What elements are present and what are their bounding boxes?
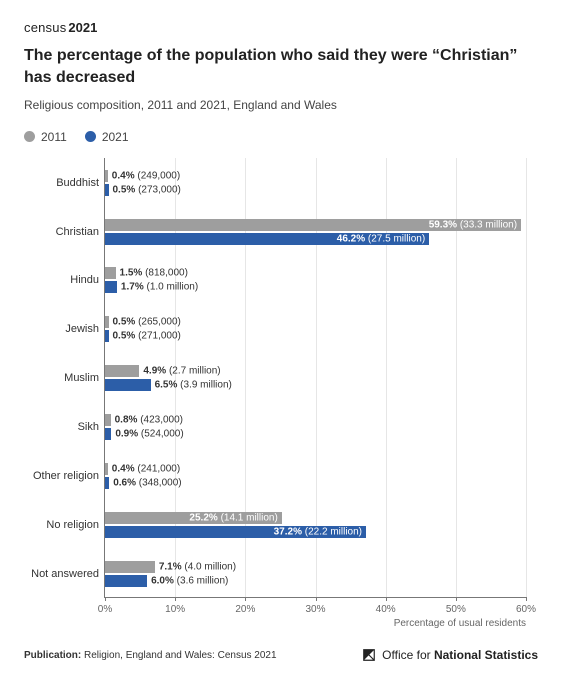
bar-value-label: 0.6% (348,000) <box>113 477 181 488</box>
bar <box>105 281 117 293</box>
bar-value-label: 59.3% (33.3 million) <box>429 219 517 230</box>
legend-dot-2021 <box>85 131 96 142</box>
bar <box>105 330 109 342</box>
bar <box>105 428 111 440</box>
bar <box>105 477 109 489</box>
x-tick: 60% <box>516 604 536 615</box>
bar <box>105 379 151 391</box>
x-tick: 40% <box>376 604 396 615</box>
bar-value-label: 0.5% (265,000) <box>113 317 181 328</box>
bar: 37.2% (22.2 million) <box>105 526 366 538</box>
bar-value-label: 37.2% (22.2 million) <box>274 526 362 537</box>
bar <box>105 414 111 426</box>
category-label: Buddhist <box>27 177 105 189</box>
category-group: Other religion0.4% (241,000)0.6% (348,00… <box>105 452 526 501</box>
bar <box>105 365 139 377</box>
bar-value-label: 46.2% (27.5 million) <box>337 233 425 244</box>
category-label: Muslim <box>27 372 105 384</box>
x-tick: 30% <box>305 604 325 615</box>
bar-value-label: 1.7% (1.0 million) <box>121 282 198 293</box>
bar-value-label: 0.4% (249,000) <box>112 170 180 181</box>
category-label: Not answered <box>27 568 105 580</box>
category-label: Hindu <box>27 274 105 286</box>
legend-2021: 2021 <box>85 130 129 144</box>
bar-value-label: 6.5% (3.9 million) <box>155 380 232 391</box>
ons-icon <box>362 648 376 662</box>
bar: 59.3% (33.3 million) <box>105 219 521 231</box>
category-group: Sikh0.8% (423,000)0.9% (524,000) <box>105 403 526 452</box>
bar <box>105 561 155 573</box>
bar-chart: 0% 10% 20% 30% 40% 50% 60% Percentage of usual … <box>24 158 538 638</box>
logo-text-year: 2021 <box>68 20 97 35</box>
legend-dot-2011 <box>24 131 35 142</box>
category-group: No religion25.2% (14.1 million)37.2% (22… <box>105 500 526 549</box>
bar-value-label: 6.0% (3.6 million) <box>151 575 228 586</box>
logo-text-census: census <box>24 20 66 35</box>
category-label: Jewish <box>27 323 105 335</box>
category-group: Hindu1.5% (818,000)1.7% (1.0 million) <box>105 256 526 305</box>
bar-value-label: 25.2% (14.1 million) <box>189 512 277 523</box>
bar-value-label: 0.8% (423,000) <box>115 415 183 426</box>
bar <box>105 184 109 196</box>
category-group: Jewish0.5% (265,000)0.5% (271,000) <box>105 305 526 354</box>
legend: 2011 2021 <box>24 130 538 144</box>
bar: 46.2% (27.5 million) <box>105 233 429 245</box>
category-label: Sikh <box>27 421 105 433</box>
x-axis-label: Percentage of usual residents <box>394 618 526 629</box>
bar <box>105 267 116 279</box>
x-tick: 10% <box>165 604 185 615</box>
bar-value-label: 1.5% (818,000) <box>120 268 188 279</box>
bar: 25.2% (14.1 million) <box>105 512 282 524</box>
bar <box>105 463 108 475</box>
bar-value-label: 0.5% (273,000) <box>113 184 181 195</box>
category-group: Christian59.3% (33.3 million)46.2% (27.5… <box>105 207 526 256</box>
legend-2011: 2011 <box>24 130 67 144</box>
category-group: Buddhist0.4% (249,000)0.5% (273,000) <box>105 158 526 207</box>
chart-subtitle: Religious composition, 2011 and 2021, En… <box>24 98 538 112</box>
category-label: Christian <box>27 226 105 238</box>
category-group: Not answered7.1% (4.0 million)6.0% (3.6 … <box>105 549 526 598</box>
x-tick: 0% <box>98 604 112 615</box>
category-group: Muslim4.9% (2.7 million)6.5% (3.9 millio… <box>105 354 526 403</box>
bar-value-label: 0.9% (524,000) <box>115 429 183 440</box>
bar-value-label: 7.1% (4.0 million) <box>159 561 236 572</box>
x-tick: 20% <box>235 604 255 615</box>
chart-title: The percentage of the population who sai… <box>24 45 538 88</box>
category-label: No religion <box>27 519 105 531</box>
census-logo: census2021 <box>24 20 538 35</box>
category-label: Other religion <box>27 470 105 482</box>
ons-text: Office for National Statistics <box>382 648 538 662</box>
ons-logo: Office for National Statistics <box>362 648 538 662</box>
publication-line: Publication: Religion, England and Wales… <box>24 650 277 661</box>
bar-value-label: 4.9% (2.7 million) <box>143 366 220 377</box>
bar <box>105 575 147 587</box>
bar-value-label: 0.5% (271,000) <box>113 331 181 342</box>
bar <box>105 170 108 182</box>
x-tick: 50% <box>446 604 466 615</box>
bar-value-label: 0.4% (241,000) <box>112 463 180 474</box>
bar <box>105 316 109 328</box>
